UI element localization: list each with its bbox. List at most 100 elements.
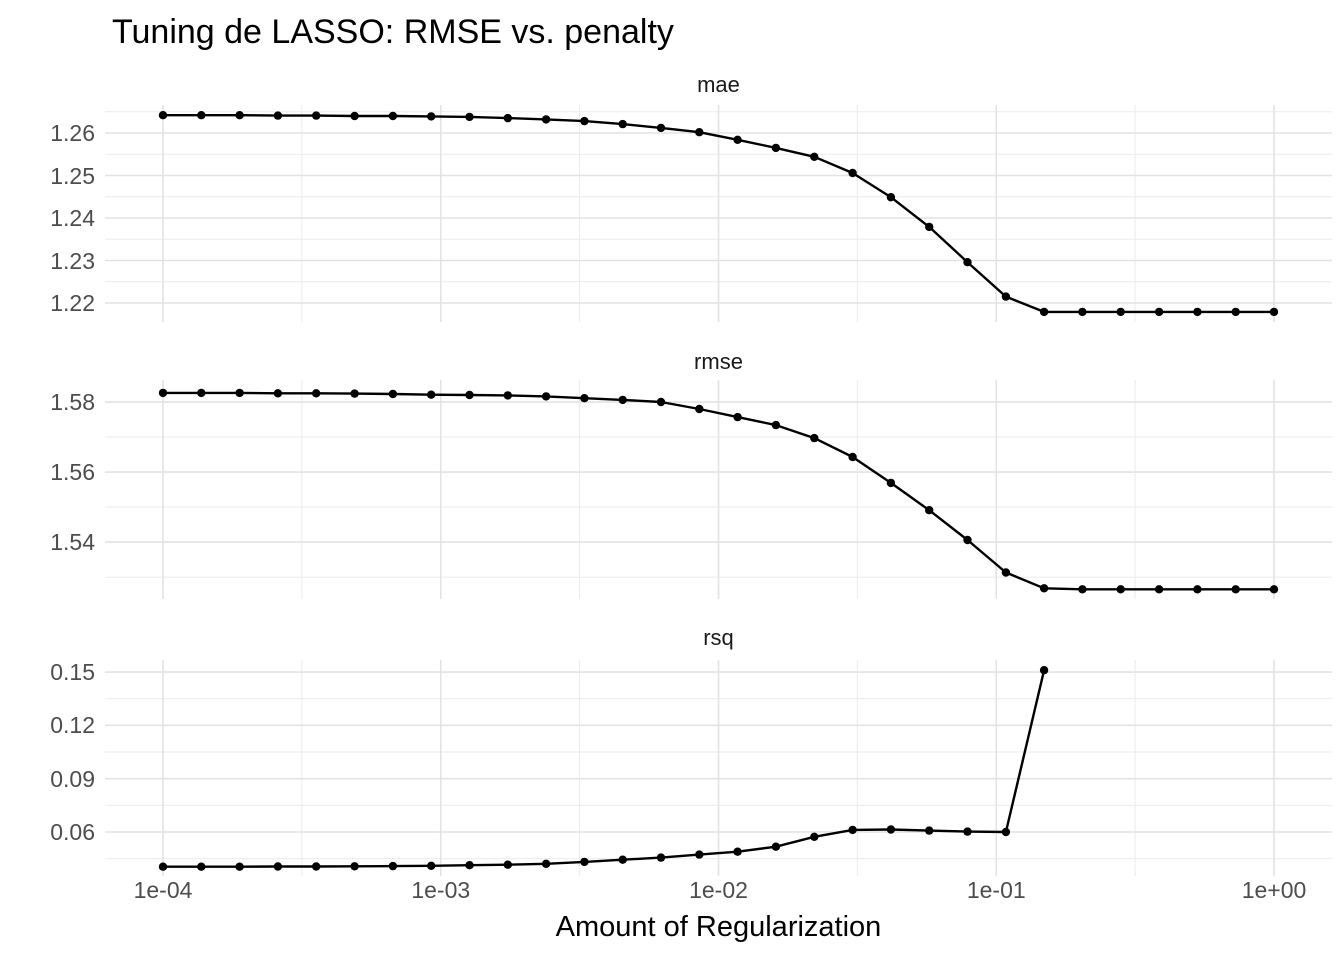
facet-strip-rmse: rmse — [694, 349, 743, 374]
y-axis-tick-label-rsq: 0.09 — [50, 765, 95, 792]
data-point-rsq — [733, 847, 742, 856]
data-point-mae — [273, 111, 283, 120]
data-point-mae — [312, 111, 321, 120]
data-point-mae — [465, 112, 474, 122]
x-axis-tick-label: 1e-01 — [966, 877, 1026, 903]
facet-strip-mae: mae — [697, 72, 740, 97]
series-line-mae — [163, 114, 1274, 314]
data-point-rsq — [618, 855, 627, 864]
data-point-rmse — [733, 412, 742, 422]
data-point-mae — [427, 112, 436, 121]
data-point-rsq — [388, 861, 398, 871]
y-axis-tick-label-rmse: 1.58 — [50, 389, 95, 416]
x-axis-title: Amount of Regularization — [555, 911, 882, 943]
data-point-rsq — [1039, 666, 1049, 675]
data-point-rmse — [810, 433, 819, 443]
data-point-rmse — [350, 389, 359, 398]
data-point-rmse — [1039, 584, 1049, 593]
data-point-mae — [771, 143, 781, 153]
data-point-mae — [656, 123, 666, 133]
y-axis-tick-label-rmse: 1.56 — [50, 459, 95, 486]
data-point-mae — [388, 111, 398, 121]
facet-panel-rsq — [105, 660, 1332, 876]
data-point-rsq — [235, 862, 244, 871]
data-point-mae — [1154, 307, 1164, 317]
data-point-rsq — [886, 825, 896, 834]
plot-title: Tuning de LASSO: RMSE vs. penalty — [112, 13, 674, 51]
data-point-rsq — [695, 850, 704, 859]
y-axis-tick-label-mae: 1.22 — [50, 290, 95, 316]
data-point-rmse — [273, 389, 283, 398]
data-point-rsq — [810, 832, 819, 841]
data-point-rsq — [197, 862, 206, 871]
x-axis-tick-label: 1e-04 — [133, 877, 193, 903]
data-point-rmse — [197, 388, 206, 398]
data-point-mae — [1116, 307, 1125, 317]
data-point-rmse — [427, 390, 436, 399]
y-axis-tick-label-rsq: 0.15 — [50, 659, 95, 686]
y-axis-tick-label-rsq: 0.06 — [50, 818, 95, 845]
data-point-mae — [886, 193, 896, 202]
data-point-mae — [810, 152, 819, 161]
data-point-rsq — [963, 827, 972, 836]
data-point-rmse — [886, 478, 896, 488]
data-point-mae — [695, 128, 704, 137]
data-point-mae — [848, 168, 857, 178]
data-point-mae — [733, 135, 742, 144]
data-point-rmse — [771, 420, 781, 430]
y-axis-tick-label-mae: 1.25 — [50, 162, 95, 189]
data-point-rsq — [350, 862, 359, 871]
data-point-rsq — [503, 860, 512, 869]
data-point-rsq — [465, 861, 474, 870]
data-point-rmse — [580, 394, 589, 403]
data-point-rmse — [158, 388, 168, 398]
data-point-rmse — [1001, 568, 1011, 577]
data-point-rmse — [1231, 585, 1240, 594]
data-point-rsq — [273, 862, 283, 871]
data-point-mae — [158, 111, 168, 120]
facet-panel-rmse — [105, 380, 1332, 599]
data-point-mae — [580, 116, 589, 126]
data-point-mae — [1231, 307, 1240, 317]
data-point-rsq — [312, 862, 321, 871]
data-point-mae — [1269, 307, 1279, 317]
y-axis-tick-label-rsq: 0.12 — [50, 712, 95, 739]
data-point-rmse — [656, 397, 666, 407]
data-point-mae — [235, 111, 244, 120]
y-axis-tick-label-mae: 1.23 — [50, 247, 95, 274]
data-point-mae — [618, 119, 627, 129]
data-point-rmse — [312, 389, 321, 398]
data-point-rmse — [541, 392, 551, 401]
data-point-mae — [1001, 292, 1011, 301]
data-point-rmse — [503, 391, 512, 400]
data-point-rmse — [1193, 585, 1202, 594]
data-point-rsq — [541, 859, 551, 868]
facet-strip-rsq: rsq — [703, 625, 734, 650]
data-point-mae — [963, 258, 972, 267]
data-point-rmse — [1154, 585, 1164, 594]
data-point-rmse — [465, 390, 474, 400]
y-axis-tick-label-mae: 1.24 — [50, 205, 95, 231]
data-point-rmse — [963, 535, 972, 545]
data-point-mae — [1039, 307, 1049, 317]
data-point-mae — [541, 115, 551, 124]
data-point-rsq — [848, 825, 857, 835]
facet-panel-mae — [105, 105, 1332, 322]
data-point-rsq — [656, 853, 666, 862]
x-axis-tick-label: 1e-03 — [411, 877, 471, 903]
data-point-rsq — [925, 826, 934, 835]
data-point-rsq — [427, 861, 436, 870]
data-point-rsq — [771, 842, 781, 851]
data-point-rmse — [848, 452, 857, 462]
data-point-rmse — [235, 388, 244, 398]
data-point-mae — [350, 111, 359, 121]
data-point-rmse — [1116, 585, 1125, 594]
series-line-rmse — [163, 391, 1274, 591]
x-axis-tick-label: 1e-02 — [689, 877, 748, 903]
data-point-rmse — [1078, 585, 1087, 594]
data-point-rsq — [158, 862, 168, 871]
data-point-rsq — [1001, 827, 1011, 837]
data-point-rmse — [925, 506, 934, 515]
data-point-rmse — [618, 395, 627, 405]
